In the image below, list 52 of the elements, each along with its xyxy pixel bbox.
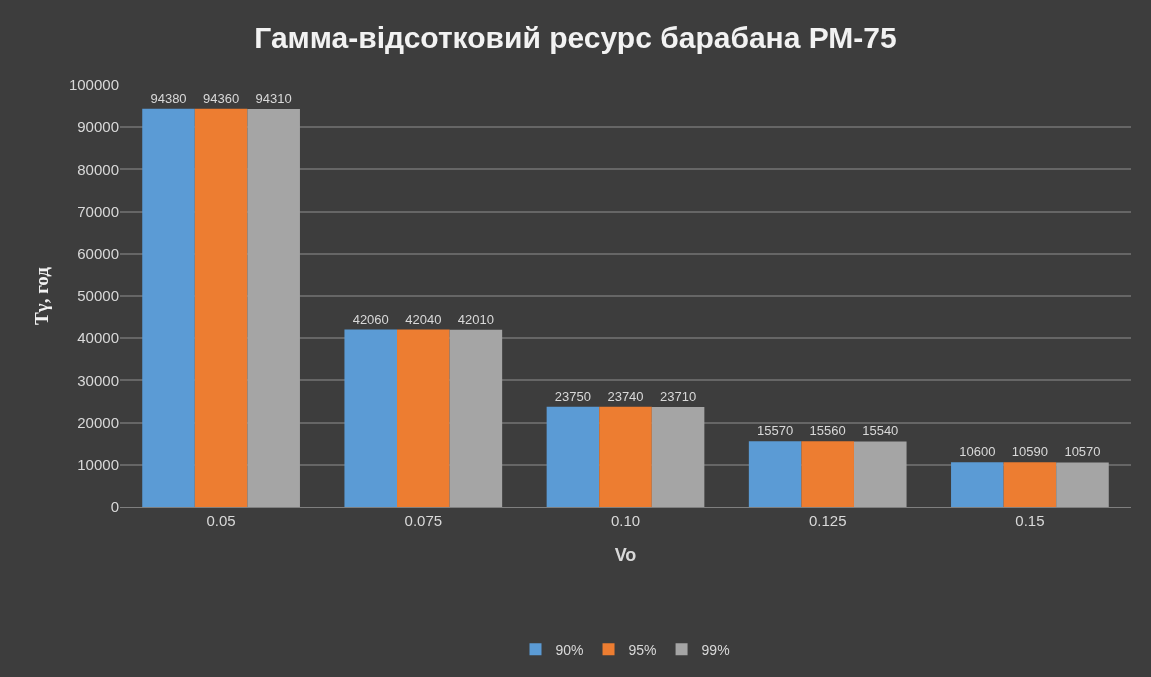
- data-label: 42010: [457, 311, 494, 327]
- y-axis-title: Tγ, год: [30, 266, 52, 325]
- bar: [194, 108, 248, 507]
- bar: [599, 406, 652, 507]
- data-label: 42060: [352, 311, 389, 327]
- data-label: 94360: [203, 90, 240, 106]
- chart-title: Гамма-відсотковий ресурс барабана РМ-75: [254, 21, 897, 55]
- bar: [748, 441, 802, 507]
- bar: [397, 329, 450, 507]
- data-label: 94310: [255, 91, 292, 107]
- legend-label: 95%: [628, 641, 657, 658]
- x-tick-label: 0.075: [404, 512, 443, 529]
- data-label: 15560: [809, 423, 846, 439]
- bar: [1003, 462, 1057, 507]
- data-label: 23710: [660, 388, 697, 404]
- legend-label: 99%: [701, 641, 730, 658]
- y-tick-label: 90000: [77, 118, 119, 136]
- y-tick-label: 10000: [77, 456, 119, 474]
- data-label: 23750: [554, 388, 591, 404]
- legend-label: 90%: [555, 641, 584, 658]
- data-label: 10570: [1064, 444, 1101, 460]
- bar: [1056, 462, 1109, 507]
- data-label: 10590: [1011, 444, 1048, 460]
- data-label: 10600: [959, 444, 996, 460]
- x-axis-title: Vo: [614, 545, 637, 566]
- data-label: 15570: [757, 423, 794, 439]
- y-tick-label: 70000: [77, 202, 119, 220]
- data-label: 15540: [862, 423, 899, 439]
- bar: [853, 441, 907, 507]
- y-tick-label: 80000: [77, 160, 119, 178]
- bar: [801, 441, 854, 507]
- y-tick-label: 20000: [77, 413, 119, 431]
- y-tick-label: 60000: [77, 245, 119, 263]
- bar: [546, 406, 600, 507]
- x-tick-label: 0.125: [808, 512, 847, 529]
- y-tick-label: 30000: [77, 371, 119, 389]
- data-label: 42040: [405, 311, 442, 327]
- data-label: 23740: [607, 388, 644, 404]
- bar: [449, 329, 503, 507]
- data-label: 94380: [150, 90, 187, 106]
- bar: [344, 329, 398, 507]
- y-tick-label: 50000: [77, 287, 119, 305]
- y-tick-label: 100000: [68, 76, 119, 94]
- x-tick-label: 0.15: [1015, 512, 1045, 529]
- bar: [951, 462, 1004, 507]
- bar: [142, 108, 195, 507]
- bar: [247, 109, 300, 507]
- x-tick-label: 0.05: [206, 512, 236, 529]
- y-tick-label: 0: [110, 498, 119, 516]
- y-tick-label: 40000: [77, 329, 119, 347]
- x-tick-label: 0.10: [610, 512, 641, 529]
- bar: [651, 406, 705, 507]
